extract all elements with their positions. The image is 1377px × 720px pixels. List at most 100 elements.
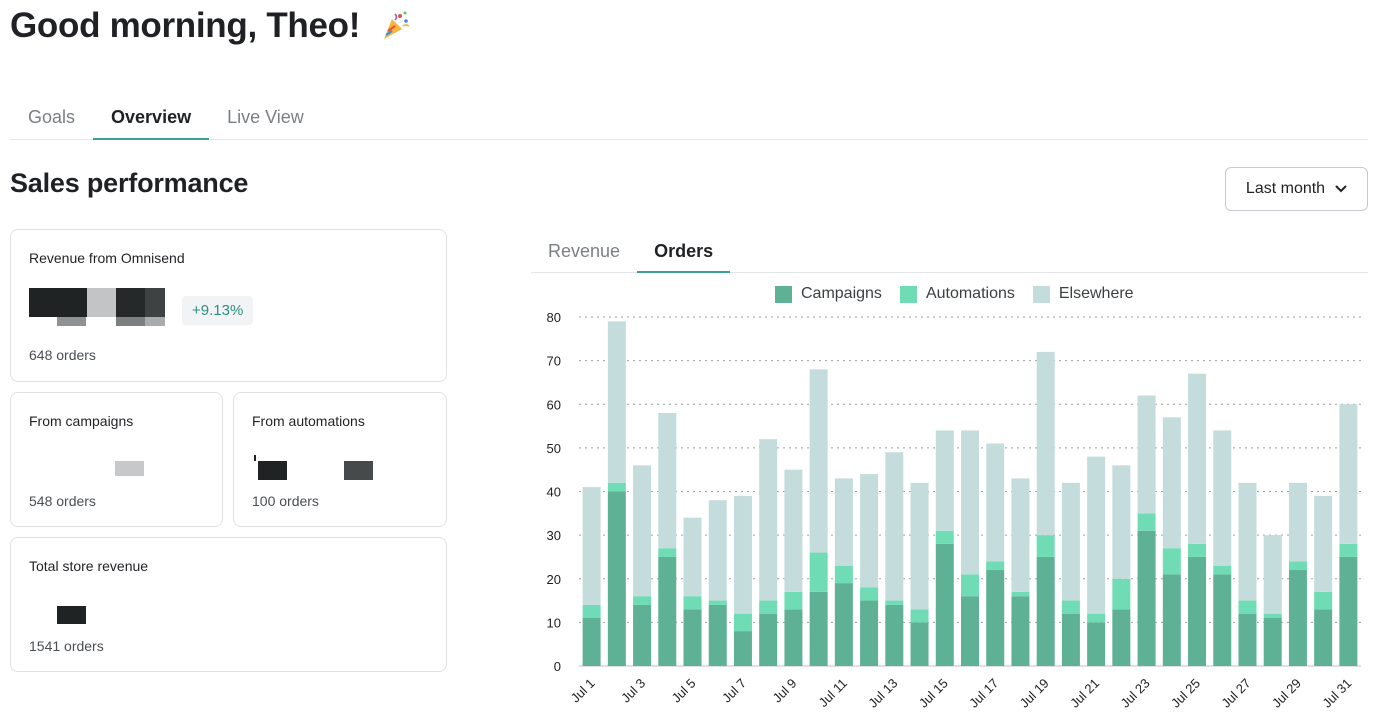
- bar-elsewhere: [784, 469, 803, 592]
- x-tick-label: Jul 13: [865, 676, 900, 711]
- x-tick-label: Jul 3: [618, 676, 648, 706]
- bar-campaigns: [1339, 556, 1358, 666]
- bar-campaigns: [1087, 622, 1106, 666]
- card-orders: 648 orders: [29, 347, 96, 363]
- bar-elsewhere: [1011, 478, 1030, 592]
- orders-bar-chart: 0 10 20 30 40 50 60 70 80 Jul 1 Jul 3 Jul 5 Jul 7 Jul…: [547, 310, 1361, 711]
- card-label: Total store revenue: [29, 558, 149, 574]
- bar-campaigns: [910, 622, 929, 666]
- bar-automations: [733, 613, 752, 632]
- tab-live-view[interactable]: Live View: [227, 107, 304, 127]
- bar-campaigns: [885, 604, 904, 666]
- bar-campaigns: [1162, 574, 1181, 666]
- bar-automations: [1112, 578, 1131, 610]
- legend-label: Campaigns: [801, 285, 882, 302]
- party-popper-icon: [384, 11, 410, 39]
- bar-automations: [1263, 613, 1282, 619]
- bar-automations: [1314, 591, 1333, 610]
- bar-campaigns: [1112, 609, 1131, 666]
- x-tick-label: Jul 5: [669, 676, 699, 706]
- bar-automations: [759, 600, 778, 614]
- bar-campaigns: [1061, 613, 1080, 666]
- bar-elsewhere: [1263, 535, 1282, 614]
- bar-automations: [961, 574, 979, 597]
- bar-automations: [658, 548, 677, 557]
- chart-tab-orders[interactable]: Orders: [637, 230, 731, 273]
- bar-automations: [1137, 513, 1156, 531]
- bar-campaigns: [607, 491, 626, 666]
- x-tick-label: Jul 15: [916, 676, 951, 711]
- bar-automations: [607, 482, 626, 492]
- bar-elsewhere: [733, 495, 752, 614]
- bar-automations: [633, 596, 652, 605]
- bar-campaigns: [633, 604, 652, 666]
- chart-tabs: Revenue Orders: [531, 230, 1368, 273]
- bar-elsewhere: [1213, 430, 1232, 566]
- period-select-value: Last month: [1245, 180, 1326, 197]
- bar-elsewhere: [1036, 351, 1055, 536]
- x-tick-label: Jul 21: [1067, 676, 1102, 711]
- card-label: Revenue from Omnisend: [29, 250, 185, 266]
- legend-item-campaigns[interactable]: Campaigns: [775, 285, 882, 303]
- bar-elsewhere: [1339, 404, 1358, 544]
- x-tick-label: Jul 27: [1218, 676, 1253, 711]
- bar-automations: [885, 600, 904, 605]
- x-tick-label: Jul 31: [1319, 676, 1354, 711]
- bar-elsewhere: [633, 465, 652, 597]
- chart-tab-revenue[interactable]: Revenue: [548, 241, 621, 261]
- bar-campaigns: [1137, 530, 1156, 666]
- x-tick-label: Jul 23: [1118, 676, 1153, 711]
- bar-automations: [708, 600, 727, 605]
- chart-legend: Campaigns Automations Elsewhere: [775, 285, 1134, 303]
- total-revenue-card: Total store revenue 1541 orders: [10, 537, 447, 672]
- x-tick-label: Jul 1: [568, 676, 598, 706]
- legend-label: Elsewhere: [1058, 285, 1134, 302]
- greeting-heading: Good morning, Theo!: [10, 6, 412, 46]
- tab-overview[interactable]: Overview: [93, 96, 210, 140]
- omnisend-revenue-card: Revenue from Omnisend +9.13% 648 orders: [10, 229, 447, 382]
- x-tick-label: Jul 29: [1269, 676, 1304, 711]
- x-tick-label: Jul 11: [816, 676, 850, 710]
- bar-automations: [860, 587, 879, 601]
- legend-swatch-elsewhere: [1032, 285, 1050, 303]
- bar-campaigns: [1263, 618, 1282, 666]
- bar-campaigns: [683, 609, 702, 666]
- bar-elsewhere: [885, 452, 904, 601]
- bar-automations: [1238, 600, 1257, 614]
- y-tick-label: 50: [547, 441, 561, 456]
- bar-elsewhere: [607, 321, 626, 483]
- legend-item-elsewhere[interactable]: Elsewhere: [1032, 285, 1134, 303]
- bar-elsewhere: [1188, 373, 1207, 544]
- bar-elsewhere: [986, 443, 1005, 562]
- bar-automations: [1162, 548, 1181, 575]
- y-tick-label: 40: [547, 485, 561, 500]
- bar-campaigns: [1036, 556, 1055, 666]
- bar-elsewhere: [910, 482, 929, 610]
- bar-campaigns: [1314, 609, 1333, 666]
- x-tick-label: Jul 17: [966, 676, 1001, 711]
- y-tick-label: 60: [547, 397, 561, 412]
- x-tick-label: Jul 25: [1168, 676, 1203, 711]
- period-select[interactable]: Last month: [1225, 167, 1368, 211]
- tab-goals[interactable]: Goals: [28, 107, 76, 127]
- bar-campaigns: [582, 618, 601, 666]
- bar-campaigns: [809, 591, 828, 666]
- legend-swatch-automations: [899, 285, 917, 303]
- legend-item-automations[interactable]: Automations: [899, 285, 1015, 303]
- bar-elsewhere: [1061, 482, 1080, 601]
- bar-automations: [1087, 613, 1106, 623]
- card-label: From automations: [252, 413, 365, 429]
- bar-campaigns: [784, 609, 803, 666]
- bar-automations: [683, 596, 702, 610]
- chevron-down-icon: [1335, 185, 1347, 193]
- bar-elsewhere: [834, 478, 853, 566]
- bar-campaigns: [1188, 556, 1207, 666]
- bar-automations: [935, 530, 954, 544]
- redacted-total-value: [57, 606, 86, 624]
- greeting-text: Good morning, Theo!: [10, 6, 361, 45]
- redacted-campaigns-value: [115, 461, 144, 476]
- bar-campaigns: [759, 613, 778, 666]
- bar-automations: [582, 604, 601, 619]
- legend-label: Automations: [925, 285, 1015, 302]
- section-title: Sales performance: [10, 168, 249, 198]
